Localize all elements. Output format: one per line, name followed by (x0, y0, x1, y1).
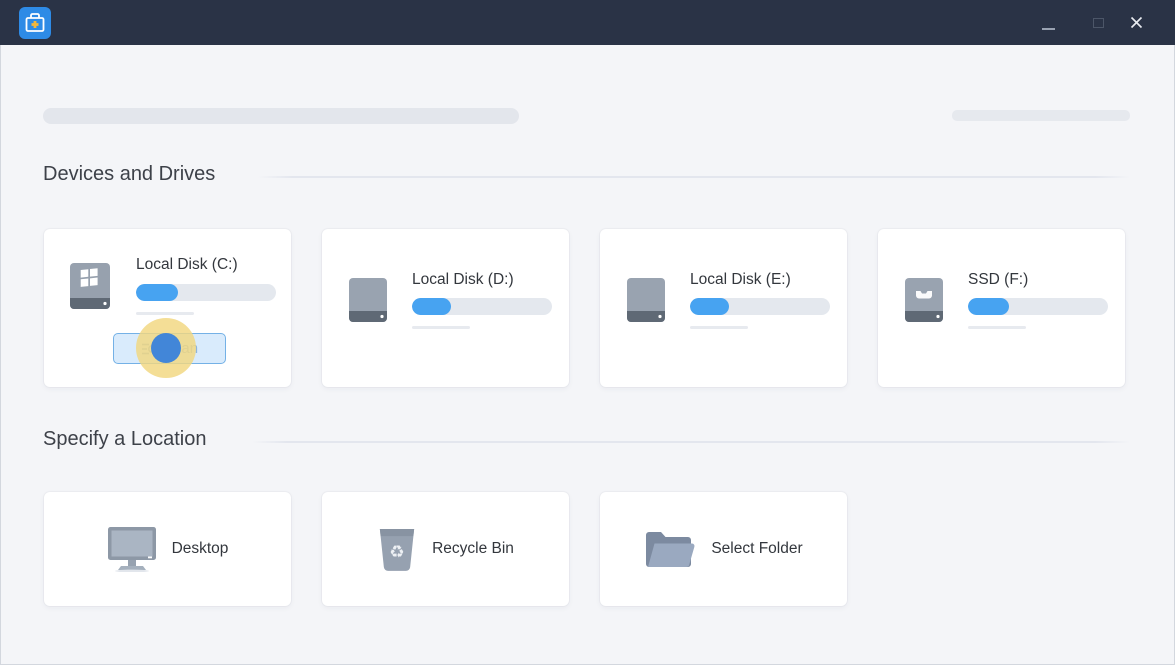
capacity-bar-fill (136, 284, 178, 301)
location-card-desktop[interactable]: Desktop (44, 492, 291, 606)
section-title-devices: Devices and Drives (43, 163, 216, 185)
location-label: Select Folder (711, 540, 803, 557)
maximize-button[interactable] (1082, 0, 1114, 45)
drive-name: Local Disk (D:) (412, 271, 514, 288)
capacity-text-placeholder (412, 326, 470, 329)
open-folder-icon (644, 528, 696, 570)
drive-name: Local Disk (E:) (690, 271, 791, 288)
titlebar (0, 0, 1175, 45)
section-divider (258, 176, 1130, 178)
loading-placeholder-bar-small (952, 110, 1130, 121)
capacity-text-placeholder (690, 326, 748, 329)
drive-card-f[interactable]: SSD (F:) (878, 229, 1125, 387)
capacity-text-placeholder (136, 312, 194, 315)
ssd-drive-icon (904, 276, 944, 329)
minimize-button[interactable] (1032, 0, 1064, 45)
desktop-monitor-icon (107, 526, 157, 572)
drive-card-e[interactable]: Local Disk (E:) (600, 229, 847, 387)
capacity-bar (968, 298, 1108, 315)
drive-name: Local Disk (C:) (136, 256, 238, 273)
drive-card-c[interactable]: Local Disk (C:) Scan (44, 229, 291, 387)
drive-card-d[interactable]: Local Disk (D:) (322, 229, 569, 387)
maximize-icon (1092, 17, 1104, 28)
location-label: Desktop (171, 540, 229, 557)
capacity-bar (136, 284, 276, 301)
drive-icon (626, 276, 666, 329)
windows-drive-icon (68, 261, 112, 318)
capacity-bar-fill (412, 298, 452, 315)
capacity-bar (412, 298, 552, 315)
scan-button[interactable]: Scan (113, 333, 226, 364)
app-logo-icon (19, 7, 51, 39)
section-title-locations: Specify a Location (43, 428, 207, 450)
scan-icon (141, 343, 157, 354)
section-divider (252, 441, 1130, 443)
capacity-text-placeholder (968, 326, 1026, 329)
close-button[interactable] (1120, 0, 1152, 45)
close-icon (1130, 16, 1142, 29)
location-card-recycle-bin[interactable]: ♻ Recycle Bin (322, 492, 569, 606)
capacity-bar-fill (690, 298, 730, 315)
capacity-bar-fill (968, 298, 1009, 315)
scan-button-label: Scan (163, 340, 199, 357)
drive-icon (348, 276, 388, 329)
drive-name: SSD (F:) (968, 271, 1029, 288)
minimize-icon (1041, 27, 1055, 30)
recycle-bin-icon: ♻ (377, 526, 417, 572)
location-card-select-folder[interactable]: Select Folder (600, 492, 847, 606)
loading-placeholder-bar (43, 108, 519, 124)
svg-text:♻: ♻ (389, 543, 404, 563)
location-label: Recycle Bin (432, 540, 514, 557)
capacity-bar (690, 298, 830, 315)
